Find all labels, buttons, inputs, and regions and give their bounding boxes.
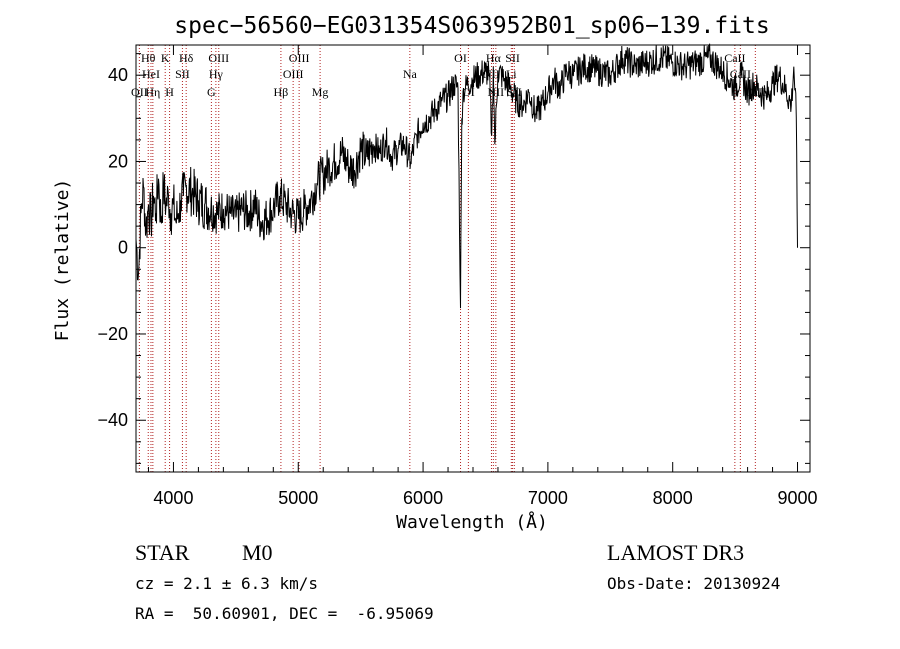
line-label: Hθ — [141, 51, 156, 65]
y-tick-label: −20 — [97, 324, 128, 344]
line-label: CaII — [724, 51, 745, 65]
y-axis: −40 −20 0 20 40 — [97, 53, 810, 464]
line-label: OI — [454, 51, 467, 65]
line-label: Hδ — [179, 51, 194, 65]
obs-date: Obs-Date: 20130924 — [607, 574, 781, 593]
y-axis-label: Flux (relative) — [52, 179, 73, 342]
chart-title: spec−56560−EG031354S063952B01_sp06−139.f… — [174, 13, 769, 39]
x-axis: 4000 5000 6000 7000 8000 9000 — [147, 45, 818, 508]
x-axis-label: Wavelength (Å) — [396, 511, 548, 533]
line-label: Hβ — [274, 85, 289, 99]
line-label: HeI — [142, 67, 160, 81]
line-label: OIII — [283, 67, 304, 81]
x-tick-label: 5000 — [278, 488, 318, 508]
line-label: OIII — [208, 51, 229, 65]
line-label: Mg — [312, 85, 329, 99]
line-label: Hγ — [209, 67, 224, 81]
x-tick-label: 9000 — [777, 488, 817, 508]
x-tick-label: 6000 — [403, 488, 443, 508]
coords-text: RA = 50.60901, DEC = -6.95069 — [135, 604, 434, 623]
line-label: SII — [175, 67, 190, 81]
line-label: Hη — [145, 85, 160, 99]
x-tick-label: 4000 — [153, 488, 193, 508]
spectrum-line — [135, 43, 798, 309]
line-label: SII — [505, 51, 520, 65]
plot-frame — [135, 44, 811, 473]
line-label: G — [207, 85, 216, 99]
line-label: Hα — [486, 51, 502, 65]
x-tick-label: 7000 — [528, 488, 568, 508]
y-tick-label: 20 — [108, 151, 128, 171]
object-class: STAR — [135, 540, 190, 565]
line-label: OIII — [289, 51, 310, 65]
y-tick-label: −40 — [97, 410, 128, 430]
line-label: K — [161, 51, 170, 65]
y-tick-label: 0 — [118, 238, 128, 258]
line-label: OII — [131, 85, 148, 99]
object-subclass: M0 — [242, 540, 273, 565]
line-label: H — [165, 85, 174, 99]
line-label: Li — [506, 67, 517, 81]
x-tick-label: 8000 — [653, 488, 693, 508]
survey-name: LAMOST DR3 — [607, 540, 745, 565]
redshift-text: cz = 2.1 ± 6.3 km/s — [135, 574, 319, 593]
y-tick-label: 40 — [108, 65, 128, 85]
line-label: NII — [488, 85, 505, 99]
line-label: Na — [403, 67, 418, 81]
